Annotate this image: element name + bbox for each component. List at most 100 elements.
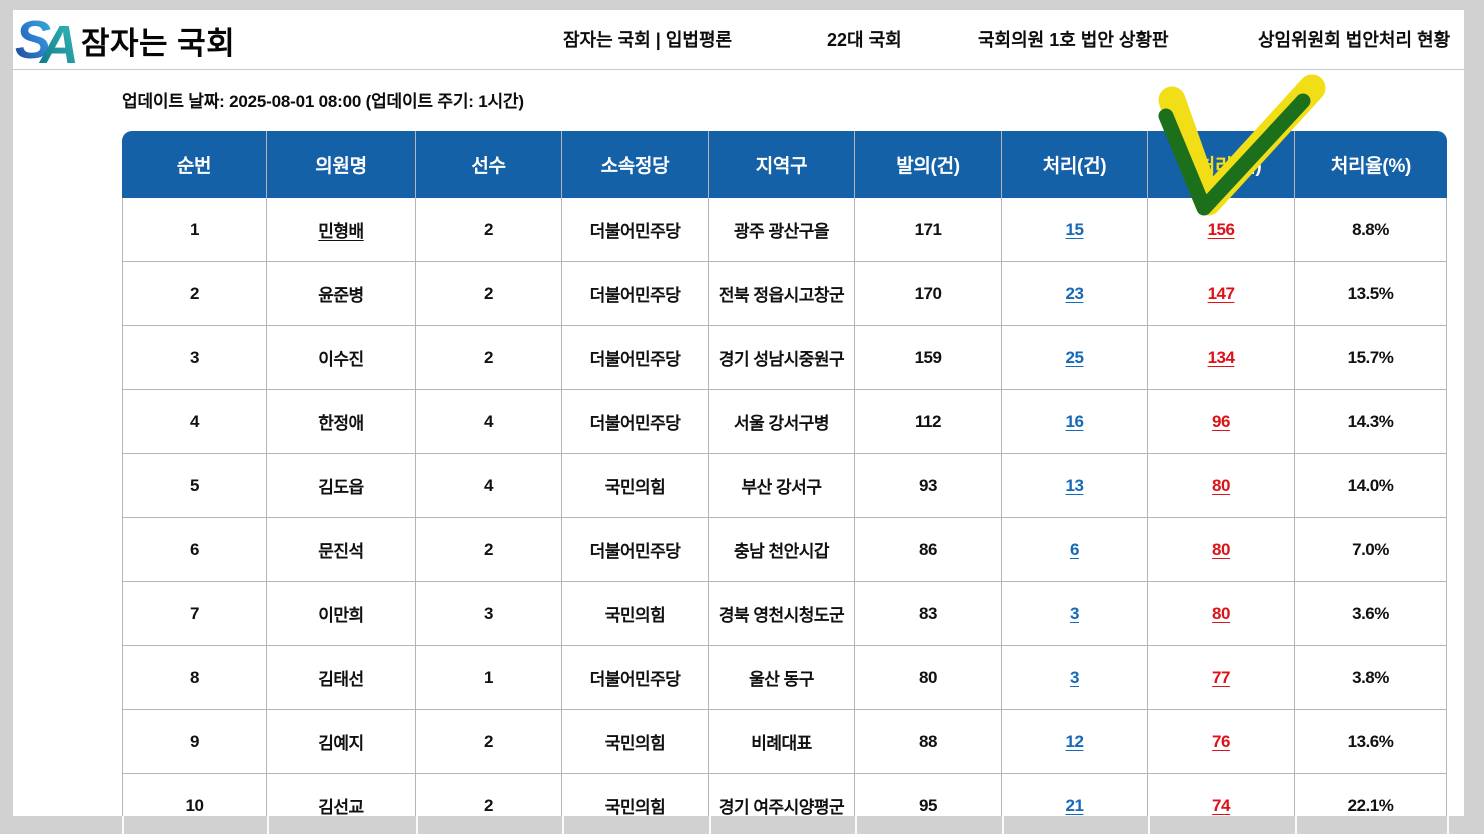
unprocessed-count-link[interactable]: 80 — [1212, 539, 1230, 559]
unprocessed-count-link[interactable]: 80 — [1212, 603, 1230, 623]
cell-processed: 25 — [1002, 326, 1148, 390]
unprocessed-count-link[interactable]: 76 — [1212, 731, 1230, 751]
strip-column-line — [562, 816, 564, 834]
processed-count-link[interactable]: 3 — [1070, 603, 1079, 623]
cell-district: 전북 정읍시고창군 — [709, 262, 855, 326]
processed-count-link[interactable]: 21 — [1065, 795, 1084, 815]
cell-unprocessed: 156 — [1148, 198, 1295, 262]
nav-item-committee[interactable]: 상임위원회 법안처리 현황 — [1258, 30, 1451, 50]
processed-count-link[interactable]: 6 — [1070, 539, 1079, 559]
highlighted-header-text: 미처리 — [1180, 156, 1233, 177]
cell-district: 광주 광산구을 — [709, 198, 855, 262]
cell-proposed: 171 — [855, 198, 1002, 262]
cell-name: 문진석 — [267, 518, 416, 582]
processed-count-link[interactable]: 13 — [1065, 475, 1084, 495]
cell-proposed: 170 — [855, 262, 1002, 326]
top-bar: S A 잠자는 국회 잠자는 국회 | 입법평론 22대 국회 국회의원 1호 … — [13, 10, 1464, 70]
cell-unprocessed: 96 — [1148, 390, 1295, 454]
cell-unprocessed: 76 — [1148, 710, 1295, 774]
nav-item-review[interactable]: 잠자는 국회 | 입법평론 — [563, 30, 733, 50]
cell-terms: 4 — [416, 454, 562, 518]
cell-processed: 3 — [1002, 646, 1148, 710]
cell-rate: 15.7% — [1295, 326, 1447, 390]
strip-column-line — [709, 816, 711, 834]
table-row: 6 문진석 2 더불어민주당 충남 천안시갑 86 6 80 7.0% — [122, 518, 1447, 582]
cell-party: 국민의힘 — [562, 710, 709, 774]
column-header-district: 지역구 — [709, 131, 855, 198]
table-row: 3 이수진 2 더불어민주당 경기 성남시중원구 159 25 134 15.7% — [122, 326, 1447, 390]
cell-rate: 13.6% — [1295, 710, 1447, 774]
cell-unprocessed: 80 — [1148, 454, 1295, 518]
bottom-strip — [0, 816, 1484, 834]
unprocessed-count-link[interactable]: 74 — [1212, 795, 1230, 815]
cell-district: 부산 강서구 — [709, 454, 855, 518]
cell-processed: 12 — [1002, 710, 1148, 774]
content-card: S A 잠자는 국회 잠자는 국회 | 입법평론 22대 국회 국회의원 1호 … — [13, 10, 1464, 834]
strip-column-line — [416, 816, 418, 834]
cell-name: 이수진 — [267, 326, 416, 390]
cell-rank: 9 — [122, 710, 267, 774]
nav-item-assembly22[interactable]: 22대 국회 — [827, 30, 902, 50]
cell-rate: 14.0% — [1295, 454, 1447, 518]
cell-terms: 2 — [416, 518, 562, 582]
cell-processed: 3 — [1002, 582, 1148, 646]
unprocessed-count-link[interactable]: 80 — [1212, 475, 1230, 495]
brand[interactable]: S A 잠자는 국회 — [15, 11, 235, 69]
cell-rate: 3.8% — [1295, 646, 1447, 710]
unprocessed-count-link[interactable]: 147 — [1207, 283, 1235, 303]
table-wrapper: 순번 의원명 선수 소속정당 지역구 발의(건) 처리(건) 미처리(건) 처리율(%) 1 민형… — [122, 131, 1447, 834]
processed-count-link[interactable]: 23 — [1065, 283, 1084, 303]
cell-rate: 8.8% — [1295, 198, 1447, 262]
cell-rate: 14.3% — [1295, 390, 1447, 454]
cell-party: 더불어민주당 — [562, 518, 709, 582]
unprocessed-count-link[interactable]: 96 — [1212, 411, 1230, 431]
site-title[interactable]: 잠자는 국회 — [81, 25, 236, 61]
cell-name: 민형배 — [267, 198, 416, 262]
cell-proposed: 86 — [855, 518, 1002, 582]
strip-column-line — [122, 816, 124, 834]
strip-column-line — [1447, 816, 1449, 834]
cell-unprocessed: 80 — [1148, 582, 1295, 646]
processed-count-link[interactable]: 25 — [1065, 347, 1084, 367]
unprocessed-count-link[interactable]: 77 — [1212, 667, 1230, 687]
cell-rank: 2 — [122, 262, 267, 326]
column-header-rate: 처리율(%) — [1295, 131, 1447, 198]
column-header-unprocessed: 미처리(건) — [1148, 131, 1295, 198]
cell-rank: 1 — [122, 198, 267, 262]
cell-name: 김태선 — [267, 646, 416, 710]
cell-name: 이만희 — [267, 582, 416, 646]
unprocessed-count-link[interactable]: 156 — [1207, 219, 1235, 239]
cell-rate: 3.6% — [1295, 582, 1447, 646]
processed-count-link[interactable]: 15 — [1065, 219, 1084, 239]
cell-proposed: 159 — [855, 326, 1002, 390]
svg-text:S: S — [15, 11, 51, 69]
processed-count-link[interactable]: 16 — [1065, 411, 1084, 431]
member-name-link[interactable]: 민형배 — [318, 222, 364, 241]
cell-terms: 2 — [416, 710, 562, 774]
strip-column-line — [1002, 816, 1004, 834]
header-text: (건) — [1232, 156, 1262, 177]
cell-party: 더불어민주당 — [562, 646, 709, 710]
cell-proposed: 80 — [855, 646, 1002, 710]
cell-rate: 7.0% — [1295, 518, 1447, 582]
cell-rate: 13.5% — [1295, 262, 1447, 326]
processed-count-link[interactable]: 12 — [1065, 731, 1084, 751]
cell-processed: 15 — [1002, 198, 1148, 262]
cell-rank: 3 — [122, 326, 267, 390]
nav-item-first-bill[interactable]: 국회의원 1호 법안 상황판 — [978, 30, 1169, 50]
unprocessed-count-link[interactable]: 134 — [1207, 347, 1235, 367]
cell-rank: 8 — [122, 646, 267, 710]
strip-column-line — [855, 816, 857, 834]
cell-name: 한정애 — [267, 390, 416, 454]
cell-party: 국민의힘 — [562, 454, 709, 518]
strip-column-line — [1295, 816, 1297, 834]
column-header-processed: 처리(건) — [1002, 131, 1148, 198]
table-row: 8 김태선 1 더불어민주당 울산 동구 80 3 77 3.8% — [122, 646, 1447, 710]
cell-district: 울산 동구 — [709, 646, 855, 710]
cell-district: 서울 강서구병 — [709, 390, 855, 454]
table-row: 1 민형배 2 더불어민주당 광주 광산구을 171 15 156 8.8% — [122, 198, 1447, 262]
strip-column-line — [267, 816, 269, 834]
cell-name: 김도읍 — [267, 454, 416, 518]
processed-count-link[interactable]: 3 — [1070, 667, 1079, 687]
